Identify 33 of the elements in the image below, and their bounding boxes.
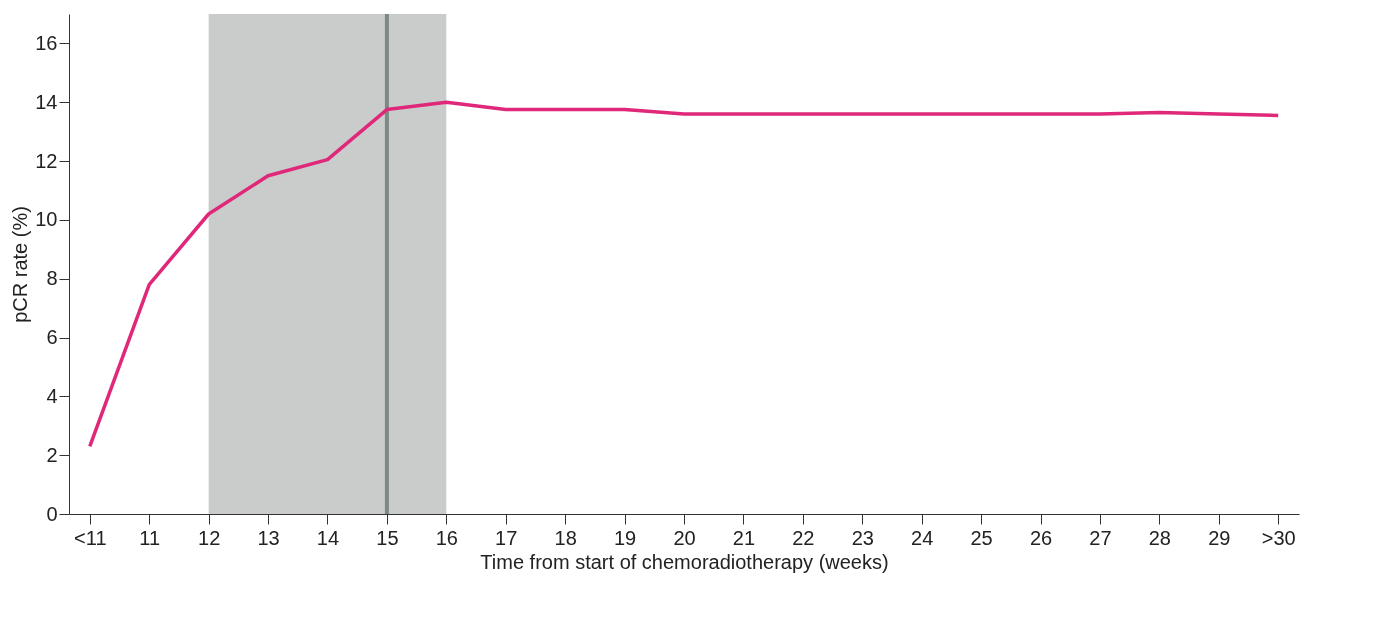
x-tick-label: 17 <box>495 526 518 549</box>
x-tick-label: 13 <box>257 526 280 549</box>
line-series <box>88 100 1280 449</box>
y-tick-label: 12 <box>35 149 58 172</box>
y-tick-label: 8 <box>46 267 58 290</box>
x-tick-label: 24 <box>911 526 934 549</box>
y-tick-label: 14 <box>35 90 58 113</box>
x-tick-label: 23 <box>851 526 874 549</box>
x-axis-title: Time from start of chemoradiotherapy (weeks) <box>480 550 889 573</box>
x-tick-label: 12 <box>198 526 221 549</box>
y-tick-label: 4 <box>46 384 58 407</box>
x-tick-label: 14 <box>316 526 340 549</box>
x-tick-label: >30 <box>1261 526 1296 549</box>
x-tick-label: 27 <box>1089 526 1112 549</box>
x-tick-label: 16 <box>435 526 458 549</box>
x-tick-label: 26 <box>1029 526 1053 549</box>
x-tick-label: 18 <box>554 526 577 549</box>
x-tick-label: 15 <box>376 526 399 549</box>
x-tick-label: 25 <box>970 526 993 549</box>
y-tick-label: 6 <box>46 326 58 349</box>
x-tick-label: 11 <box>139 526 161 549</box>
y-tick-label: 16 <box>35 31 58 54</box>
x-tick-label: 20 <box>673 526 696 549</box>
x-tick-label: 21 <box>732 526 756 549</box>
x-tick-label: <11 <box>74 526 107 549</box>
y-axis-title: pCR rate (%) <box>9 206 32 323</box>
x-tick-label: 22 <box>792 526 815 549</box>
x-tick-label: 19 <box>613 526 637 549</box>
y-tick-label: 10 <box>35 208 58 231</box>
y-tick-label: 2 <box>46 443 58 466</box>
y-tick-label: 0 <box>46 502 58 525</box>
x-tick-label: 28 <box>1148 526 1171 549</box>
x-tick-label: 29 <box>1208 526 1231 549</box>
